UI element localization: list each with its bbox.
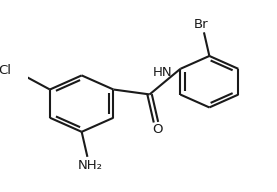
Text: HN: HN [153,66,172,79]
Text: NH₂: NH₂ [77,159,102,172]
Text: O: O [152,123,162,136]
Text: Cl: Cl [0,64,11,77]
Text: Br: Br [194,18,209,31]
